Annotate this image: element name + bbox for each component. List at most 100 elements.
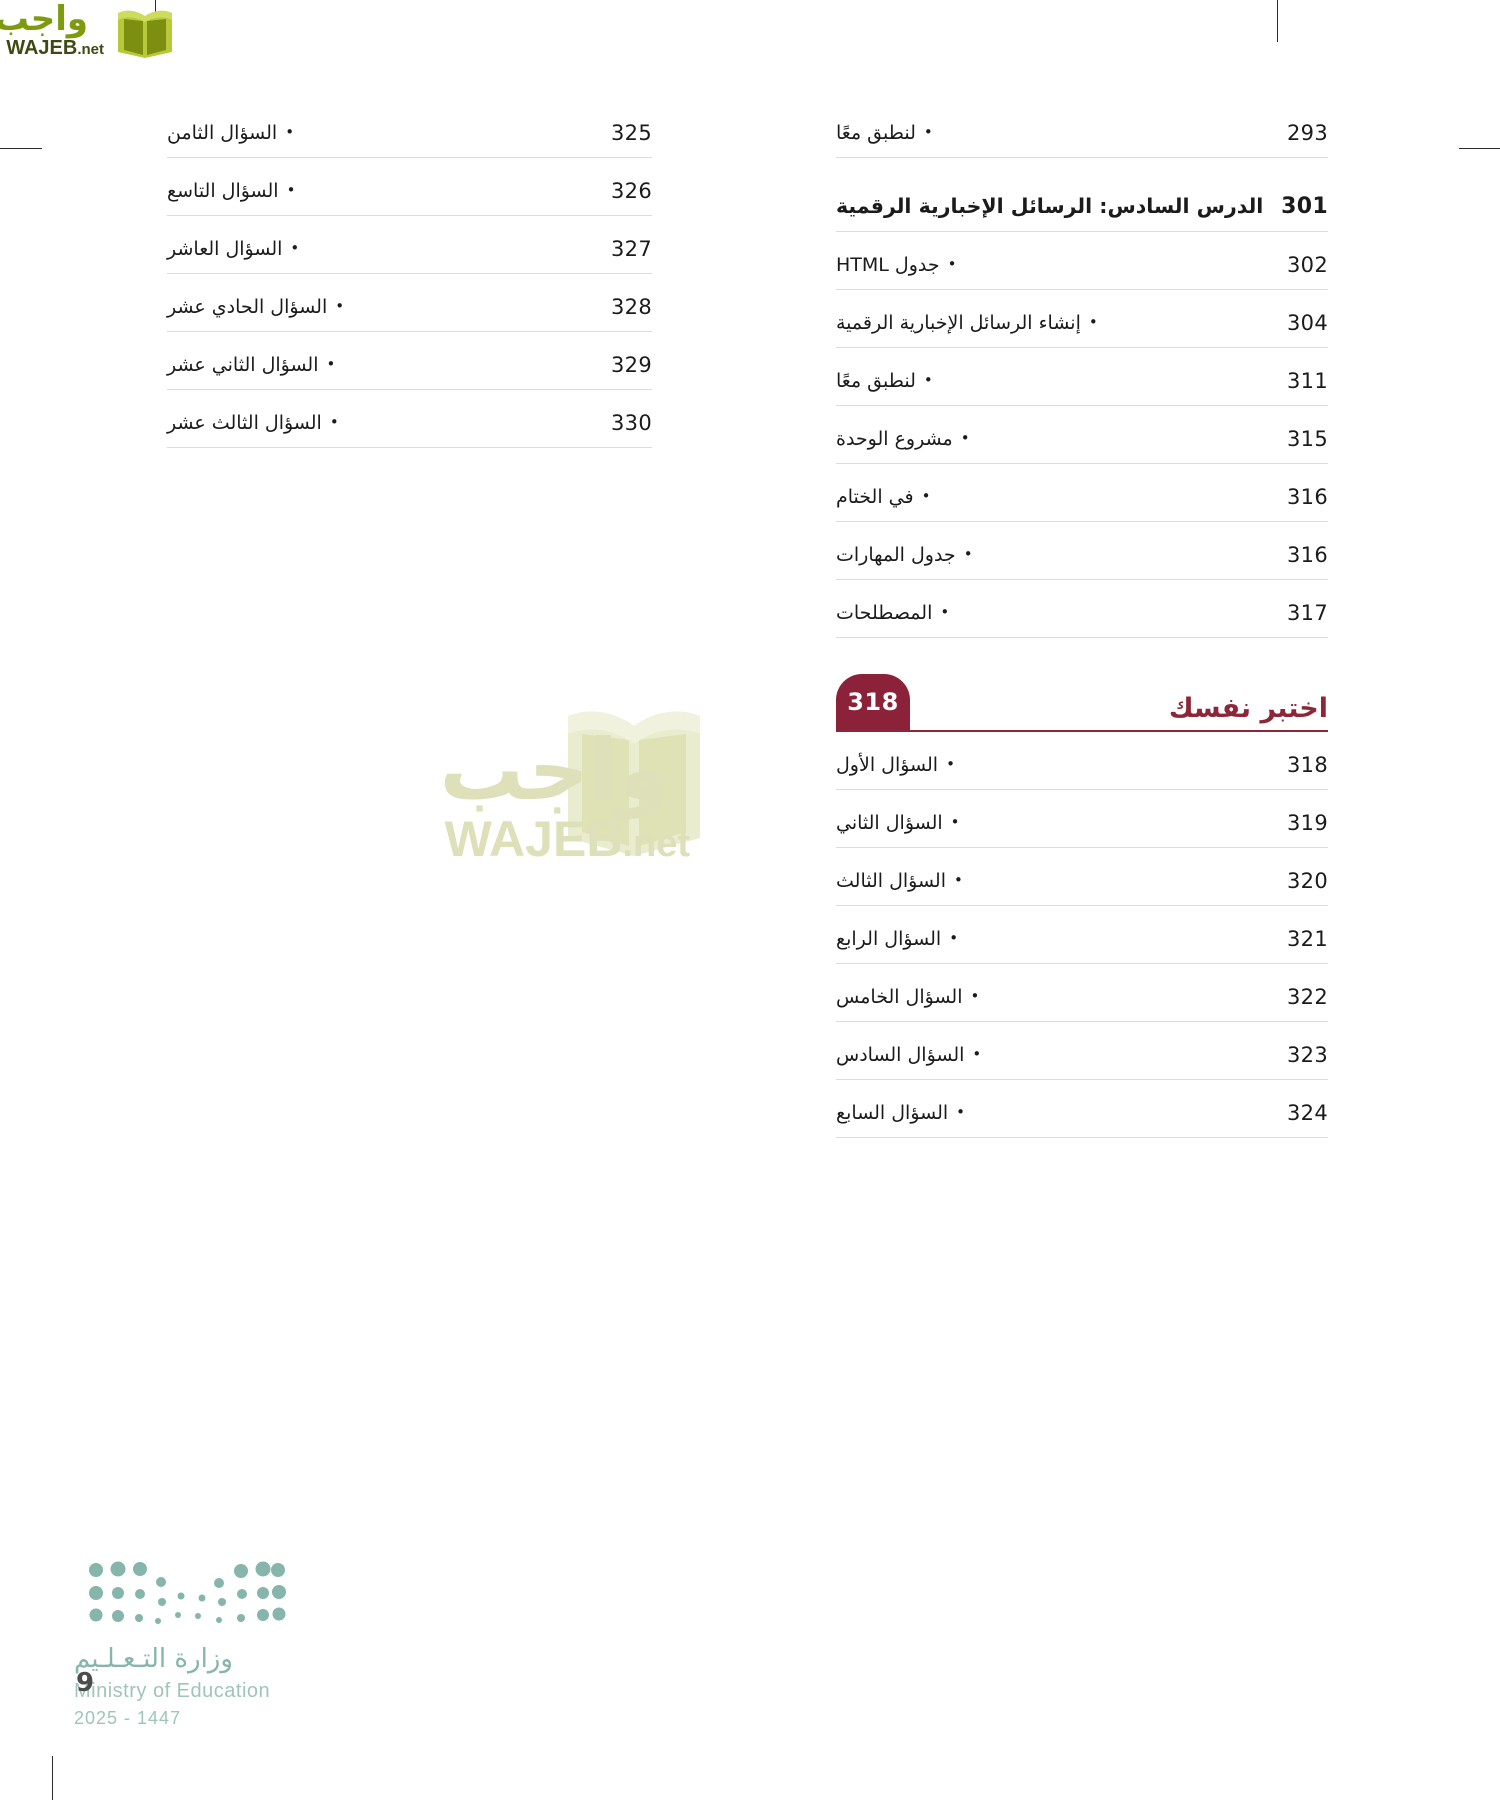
watermark-tld: .net bbox=[622, 823, 690, 865]
toc-item-label: • إنشاء الرسائل الإخبارية الرقمية bbox=[836, 312, 1098, 343]
bullet-icon: • bbox=[940, 603, 950, 622]
toc-item-text: جدول المهارات bbox=[836, 544, 956, 567]
bullet-icon: • bbox=[923, 371, 933, 390]
bullet-icon: • bbox=[956, 1103, 966, 1122]
toc-row[interactable]: • السؤال الأول 318 bbox=[836, 732, 1328, 790]
site-logo-english-name: WAJEB bbox=[6, 37, 78, 59]
toc-row[interactable]: • المصطلحات 317 bbox=[836, 580, 1328, 638]
toc-item-page: 317 bbox=[1287, 601, 1328, 625]
toc-row[interactable]: • إنشاء الرسائل الإخبارية الرقمية 304 bbox=[836, 290, 1328, 348]
toc-item-page: 316 bbox=[1287, 543, 1328, 567]
toc-item-text: السؤال الثالث عشر bbox=[167, 412, 322, 435]
ministry-arabic-name: وزارة التـعـلـيم bbox=[74, 1644, 233, 1674]
ministry-years: 2025 - 1447 bbox=[74, 1708, 182, 1728]
bullet-icon: • bbox=[329, 413, 339, 432]
toc-item-label: • السؤال الرابع bbox=[836, 928, 958, 959]
toc-item-text: إنشاء الرسائل الإخبارية الرقمية bbox=[836, 312, 1081, 335]
watermark-english-name: WAJEB bbox=[444, 811, 623, 867]
toc-row[interactable]: • في الختام 316 bbox=[836, 464, 1328, 522]
toc-item-text: السؤال الرابع bbox=[836, 928, 942, 951]
toc-item-label: • السؤال التاسع bbox=[167, 180, 295, 211]
toc-row[interactable]: • مشروع الوحدة 315 bbox=[836, 406, 1328, 464]
toc-item-page: 322 bbox=[1287, 985, 1328, 1009]
bullet-icon: • bbox=[949, 929, 959, 948]
toc-lesson-label: الدرس السادس: الرسائل الإخبارية الرقمية bbox=[836, 194, 1264, 219]
toc-item-page: 302 bbox=[1287, 253, 1328, 277]
toc-item-text: السؤال العاشر bbox=[167, 238, 283, 261]
toc-row[interactable]: • السؤال الثاني عشر 329 bbox=[167, 332, 652, 390]
toc-item-text: السؤال التاسع bbox=[167, 180, 279, 203]
toc-item-page: 293 bbox=[1287, 121, 1328, 145]
toc-row[interactable]: • السؤال الخامس 322 bbox=[836, 964, 1328, 1022]
toc-item-text: السؤال الثاني bbox=[836, 812, 943, 835]
bullet-icon: • bbox=[921, 487, 931, 506]
toc-item-label: • السؤال العاشر bbox=[167, 238, 299, 269]
bullet-icon: • bbox=[950, 813, 960, 832]
toc-row[interactable]: • السؤال السادس 323 bbox=[836, 1022, 1328, 1080]
toc-row[interactable]: • السؤال الثالث 320 bbox=[836, 848, 1328, 906]
toc-item-page: 329 bbox=[611, 353, 652, 377]
toc-row[interactable]: • السؤال السابع 324 bbox=[836, 1080, 1328, 1138]
toc-item-label: • السؤال الخامس bbox=[836, 986, 979, 1017]
toc-row[interactable]: • السؤال الرابع 321 bbox=[836, 906, 1328, 964]
bullet-icon: • bbox=[335, 297, 345, 316]
toc-row[interactable]: • السؤال التاسع 326 bbox=[167, 158, 652, 216]
bullet-icon: • bbox=[972, 1045, 982, 1064]
toc-item-page: 318 bbox=[1287, 753, 1328, 777]
toc-item-page: 320 bbox=[1287, 869, 1328, 893]
bullet-icon: • bbox=[954, 871, 963, 890]
toc-item-page: 324 bbox=[1287, 1101, 1328, 1125]
toc-row[interactable]: • لنطبق معًا 293 bbox=[836, 100, 1328, 158]
toc-item-page: 323 bbox=[1287, 1043, 1328, 1067]
test-yourself-section: اختبر نفسك 318 • السؤال الأول 318 • السؤال… bbox=[836, 674, 1328, 1138]
toc-item-page: 325 bbox=[611, 121, 652, 145]
crop-mark-bottom-left-vertical bbox=[52, 1756, 53, 1800]
bullet-icon: • bbox=[946, 755, 955, 774]
open-book-icon bbox=[118, 10, 172, 58]
toc-item-page: 326 bbox=[611, 179, 652, 203]
toc-item-text: السؤال السابع bbox=[836, 1102, 949, 1125]
bullet-icon: • bbox=[963, 545, 973, 564]
crop-mark-top-right-vertical bbox=[1277, 0, 1278, 42]
toc-lesson-heading-row[interactable]: الدرس السادس: الرسائل الإخبارية الرقمية … bbox=[836, 158, 1328, 232]
toc-row[interactable]: • لنطبق معًا 311 bbox=[836, 348, 1328, 406]
toc-item-text: لنطبق معًا bbox=[836, 370, 916, 393]
bullet-icon: • bbox=[285, 123, 295, 142]
test-yourself-page-badge: 318 bbox=[836, 674, 910, 730]
toc-column-right: • لنطبق معًا 293 الدرس السادس: الرسائل ال… bbox=[836, 100, 1328, 638]
bullet-icon: • bbox=[286, 181, 296, 200]
toc-item-label: • السؤال الثالث bbox=[836, 870, 963, 901]
toc-item-page: 319 bbox=[1287, 811, 1328, 835]
toc-item-label: • السؤال الثالث عشر bbox=[167, 412, 339, 443]
toc-item-text: السؤال الخامس bbox=[836, 986, 963, 1009]
open-book-icon bbox=[568, 711, 700, 856]
toc-item-page: 327 bbox=[611, 237, 652, 261]
test-yourself-header: اختبر نفسك 318 bbox=[836, 674, 1328, 732]
toc-item-page: 330 bbox=[611, 411, 652, 435]
toc-item-page: 311 bbox=[1287, 369, 1328, 393]
toc-row[interactable]: • السؤال الثاني 319 bbox=[836, 790, 1328, 848]
toc-row[interactable]: • السؤال الثامن 325 bbox=[167, 100, 652, 158]
crop-mark-top-right-horizontal bbox=[1459, 148, 1500, 149]
toc-item-label: • السؤال السادس bbox=[836, 1044, 981, 1075]
toc-row[interactable]: • جدول المهارات 316 bbox=[836, 522, 1328, 580]
crop-mark-top-left-horizontal bbox=[0, 148, 42, 149]
toc-item-text: لنطبق معًا bbox=[836, 122, 916, 145]
toc-item-label: • السؤال الثامن bbox=[167, 122, 294, 153]
watermark-english-text: WAJEB.net bbox=[445, 814, 690, 864]
toc-item-text: السؤال الحادي عشر bbox=[167, 296, 328, 319]
toc-lesson-page: 301 bbox=[1281, 194, 1328, 219]
toc-row[interactable]: • السؤال العاشر 327 bbox=[167, 216, 652, 274]
toc-row[interactable]: • السؤال الحادي عشر 328 bbox=[167, 274, 652, 332]
toc-row[interactable]: • جدول HTML 302 bbox=[836, 232, 1328, 290]
toc-item-label: • السؤال الأول bbox=[836, 754, 955, 785]
toc-item-page: 304 bbox=[1287, 311, 1328, 335]
page-number: 9 bbox=[76, 1668, 95, 1698]
bullet-icon: • bbox=[290, 239, 300, 258]
toc-row[interactable]: • السؤال الثالث عشر 330 bbox=[167, 390, 652, 448]
bullet-icon: • bbox=[1088, 313, 1098, 332]
site-logo-tld: .net bbox=[77, 41, 104, 58]
bullet-icon: • bbox=[960, 429, 970, 448]
toc-item-page: 328 bbox=[611, 295, 652, 319]
